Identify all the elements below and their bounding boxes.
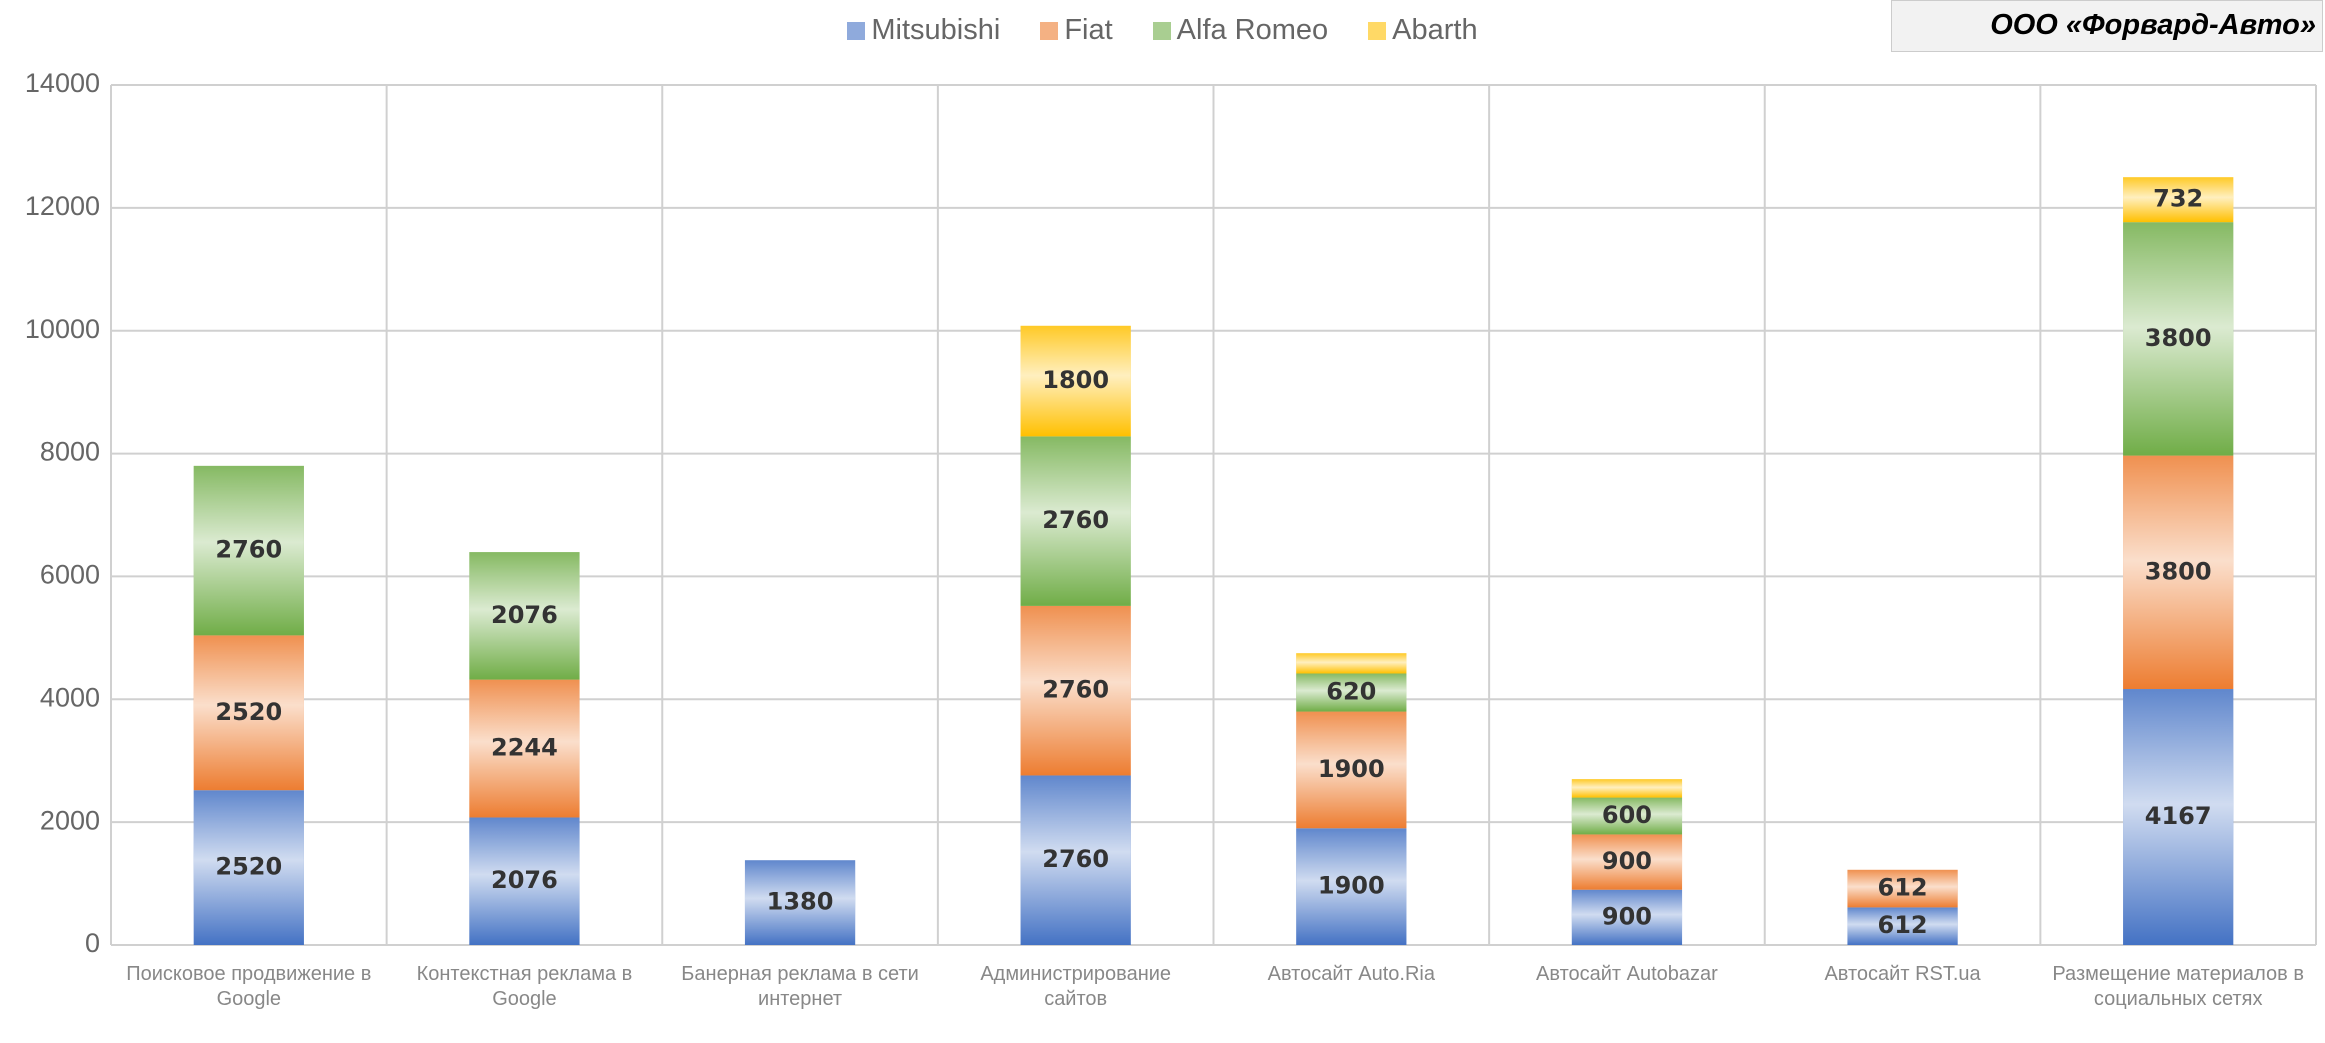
legend-swatch — [1152, 21, 1171, 40]
bar-gloss — [1847, 907, 1958, 945]
bar-gloss — [193, 790, 304, 945]
value-label: 1380 — [767, 888, 834, 916]
bar-gloss — [2123, 455, 2234, 690]
y-tick-label: 14000 — [25, 68, 100, 98]
bar-gloss — [193, 465, 304, 636]
bar-gloss — [744, 860, 856, 945]
legend-swatch — [1040, 21, 1059, 40]
legend-item: Fiat — [1040, 14, 1113, 47]
legend-label: Abarth — [1392, 14, 1478, 46]
value-label: 2760 — [1042, 506, 1109, 534]
bar-gloss — [469, 817, 580, 945]
value-label: 2760 — [1042, 676, 1109, 704]
x-tick-label: Автосайт Autobazar — [1536, 963, 1718, 985]
bar-gloss — [1571, 834, 1683, 890]
x-tick-label: Автосайт Auto.Ria — [1267, 963, 1435, 985]
bar-gloss — [193, 635, 304, 791]
company-header: ООО «Форвард-Авто» — [1891, 0, 2323, 52]
bar-gloss — [2123, 222, 2234, 456]
value-label: 3800 — [2145, 557, 2212, 585]
value-label: 2076 — [491, 601, 558, 629]
value-label: 4167 — [2145, 802, 2212, 830]
value-label: 2760 — [1042, 845, 1109, 873]
bar-gloss — [469, 552, 580, 680]
x-tick-label: Контекстная реклама в Google — [416, 963, 633, 1010]
value-label: 3800 — [2145, 324, 2212, 352]
value-label: 1900 — [1318, 872, 1385, 900]
legend-item: Alfa Romeo — [1152, 14, 1329, 47]
value-label: 2520 — [215, 698, 282, 726]
value-label: 612 — [1878, 874, 1928, 902]
value-label: 2244 — [491, 734, 558, 762]
y-tick-label: 2000 — [40, 805, 100, 835]
value-label: 900 — [1602, 902, 1652, 930]
legend: Mitsubishi Fiat Alfa Romeo Abarth — [0, 14, 2325, 47]
bar-gloss — [1571, 889, 1683, 945]
bar-gloss — [1571, 779, 1683, 798]
value-label: 900 — [1602, 847, 1652, 875]
value-label: 1900 — [1318, 755, 1385, 783]
bar-gloss — [469, 679, 580, 818]
legend-swatch — [1368, 21, 1387, 40]
y-tick-label: 12000 — [25, 191, 100, 221]
y-tick-label: 4000 — [40, 682, 100, 712]
x-tick-label: Администрирование сайтов — [980, 963, 1172, 1010]
bar-gloss — [1296, 711, 1407, 829]
legend-item: Abarth — [1368, 14, 1478, 47]
value-label: 2076 — [491, 866, 558, 894]
y-tick-label: 6000 — [40, 560, 100, 590]
value-label: 2520 — [215, 853, 282, 881]
x-tick-label: Автосайт RST.ua — [1824, 963, 1981, 985]
value-label: 1800 — [1042, 366, 1109, 394]
x-tick-label: Размещение материалов в социальных сетях — [2052, 963, 2304, 1010]
bar-gloss — [1020, 325, 1131, 437]
legend-label: Mitsubishi — [871, 14, 1001, 46]
value-label: 2760 — [215, 536, 282, 564]
bar-gloss — [1571, 797, 1683, 835]
y-tick-label: 0 — [85, 928, 100, 958]
bar-gloss — [1020, 605, 1131, 776]
bar-gloss — [1296, 673, 1407, 712]
y-tick-label: 10000 — [25, 314, 100, 344]
bar-gloss — [1296, 828, 1407, 945]
x-tick-label: Поисковое продвижение в Google — [126, 963, 372, 1010]
bar-gloss — [1296, 653, 1407, 674]
value-label: 732 — [2153, 185, 2203, 213]
bar-gloss — [1020, 775, 1131, 945]
bar-gloss — [1847, 869, 1958, 908]
value-label: 620 — [1326, 678, 1376, 706]
value-label: 600 — [1602, 801, 1652, 829]
legend-item: Mitsubishi — [847, 14, 1000, 47]
value-label: 612 — [1878, 911, 1928, 939]
bar-gloss — [1020, 436, 1131, 606]
bar-gloss — [2123, 177, 2234, 223]
y-tick-label: 8000 — [40, 437, 100, 467]
legend-label: Fiat — [1064, 14, 1113, 46]
bar-gloss — [2123, 689, 2234, 945]
x-tick-label: Банерная реклама в сети интернет — [681, 963, 919, 1010]
legend-label: Alfa Romeo — [1176, 14, 1329, 46]
legend-swatch — [847, 21, 866, 40]
